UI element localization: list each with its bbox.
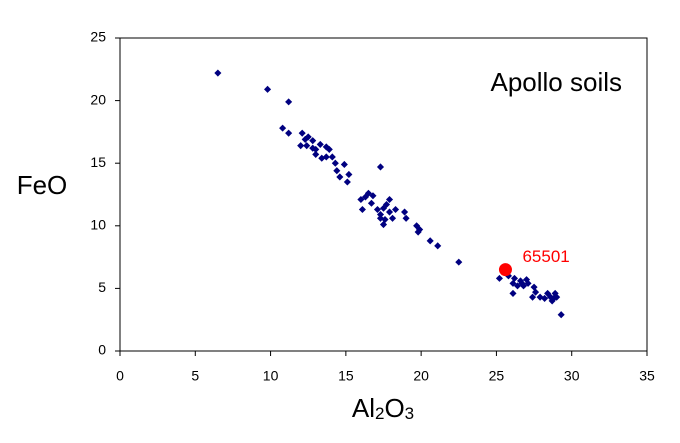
point [298, 129, 306, 137]
y-tick-label: 15 [90, 154, 106, 170]
point [279, 124, 287, 132]
point [264, 85, 272, 93]
point [309, 137, 317, 145]
series-label: Apollo soils [490, 67, 622, 97]
point [381, 216, 389, 224]
y-tick-label: 25 [90, 29, 106, 45]
point [312, 150, 320, 158]
y-tick-label: 0 [98, 342, 106, 358]
point [376, 210, 385, 219]
point [529, 293, 537, 301]
point [557, 311, 565, 319]
point [328, 153, 336, 161]
point [434, 242, 442, 250]
x-tick-label: 20 [413, 368, 429, 384]
point [303, 142, 311, 150]
point [388, 214, 397, 222]
point [369, 192, 377, 200]
point [426, 237, 434, 245]
point [322, 143, 330, 151]
x-tick-label: 30 [564, 368, 580, 384]
point [532, 288, 540, 296]
point [509, 289, 517, 297]
y-tick-label: 10 [90, 217, 106, 233]
point [414, 228, 422, 236]
point-label: 65501 [522, 247, 569, 266]
point [385, 195, 394, 204]
point [340, 160, 348, 168]
point [376, 163, 385, 171]
point [345, 170, 353, 179]
point [553, 293, 561, 301]
y-tick-label: 5 [98, 279, 106, 295]
point [495, 274, 503, 282]
point [455, 258, 463, 266]
point [297, 142, 305, 150]
x-axis-title: Al2O3 [352, 393, 414, 424]
point [392, 205, 400, 214]
point [510, 274, 519, 282]
point [333, 167, 341, 175]
x-tick-label: 0 [116, 368, 124, 384]
x-tick-label: 25 [489, 368, 505, 384]
point [385, 208, 394, 216]
point [343, 178, 351, 186]
point [402, 214, 410, 222]
point [322, 153, 330, 161]
point [548, 297, 556, 305]
point [401, 208, 409, 216]
point [541, 294, 549, 302]
plot-area [119, 37, 648, 352]
point [367, 199, 375, 207]
point [285, 129, 293, 137]
point [373, 205, 382, 214]
y-tick-label: 20 [90, 91, 106, 107]
x-tick-label: 35 [639, 368, 655, 384]
point [316, 140, 324, 148]
highlight-point [498, 263, 512, 277]
x-tick-label: 10 [263, 368, 279, 384]
point [312, 145, 320, 153]
point [358, 205, 366, 214]
point [214, 69, 222, 77]
x-tick-label: 15 [338, 368, 354, 384]
point [285, 98, 293, 106]
point [336, 173, 344, 181]
y-axis-title: FeO [17, 170, 68, 200]
point [382, 200, 391, 209]
point [524, 279, 532, 287]
point [331, 159, 339, 167]
point [304, 133, 312, 141]
x-tick-label: 5 [191, 368, 199, 384]
